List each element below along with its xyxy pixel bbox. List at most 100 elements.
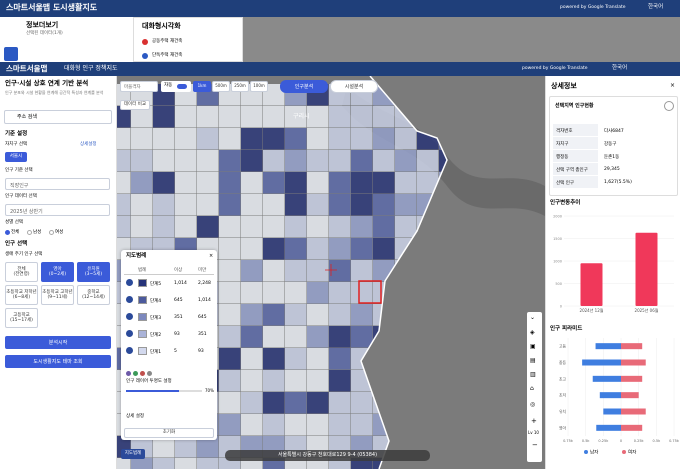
x-tick-label: 0.5k bbox=[582, 439, 591, 443]
slider-fill bbox=[126, 390, 180, 392]
y-tick-label: 1500 bbox=[553, 237, 562, 241]
size-button[interactable]: 250m bbox=[231, 81, 249, 92]
grid-cell bbox=[263, 238, 285, 260]
radio[interactable]: 전체 bbox=[5, 229, 19, 235]
size-button[interactable]: 500m bbox=[212, 81, 230, 92]
grid-cell bbox=[241, 194, 263, 216]
group-button[interactable]: 초등학교 고학년 (9~11세) bbox=[41, 285, 74, 305]
grid-cell bbox=[219, 172, 241, 194]
group-button[interactable]: 영아 (0~2세) bbox=[41, 262, 74, 282]
info-key: 격자번호 bbox=[553, 124, 598, 136]
eye-icon[interactable] bbox=[126, 330, 133, 337]
eye-icon[interactable] bbox=[126, 279, 133, 286]
bar bbox=[580, 263, 603, 306]
radio[interactable]: 남성 bbox=[27, 229, 41, 235]
legend-button[interactable]: 지도범례 bbox=[121, 449, 145, 459]
control[interactable]: ▣ bbox=[530, 343, 536, 350]
radio-dot bbox=[27, 229, 32, 235]
zoom-in[interactable]: + bbox=[531, 417, 537, 425]
control[interactable]: ◎ bbox=[530, 401, 536, 408]
group-button[interactable]: 고등학교 (15~17세) bbox=[5, 308, 38, 328]
language[interactable]: 한국어 bbox=[612, 65, 628, 71]
legend-panel: 지도범례 × 범례 이상 미만 단계5 1,014 2,248 단계4 645 1,014 단계3… bbox=[121, 250, 217, 440]
grid-cell bbox=[241, 150, 263, 172]
grid-cell bbox=[263, 106, 285, 128]
group-button[interactable]: 초등학교 저학년 (6~8세) bbox=[5, 285, 38, 305]
grid-cell bbox=[197, 172, 219, 194]
close[interactable]: × bbox=[209, 253, 214, 259]
grid-cell bbox=[285, 106, 307, 128]
grid-cell bbox=[329, 128, 351, 150]
eye-icon[interactable] bbox=[126, 347, 133, 354]
grid-cell bbox=[263, 172, 285, 194]
select[interactable]: 2025년 상반기 bbox=[5, 204, 110, 216]
group-name: 전체 bbox=[17, 266, 26, 272]
tab[interactable]: 시설분석 bbox=[330, 80, 378, 93]
grid-cell bbox=[307, 172, 329, 194]
detail-setting[interactable]: 상세 설정 bbox=[126, 414, 144, 419]
eye-icon[interactable] bbox=[126, 313, 133, 320]
sidebar-description: 인구 분포와 시설 현황을 연계해 공간적 특성과 연계를 분석 bbox=[5, 90, 104, 95]
grid-cell bbox=[395, 128, 417, 150]
radio-dot bbox=[49, 229, 54, 235]
bg-language[interactable]: 한국어 bbox=[648, 4, 664, 10]
legend-cell: 351 bbox=[198, 332, 207, 337]
home-icon[interactable] bbox=[4, 47, 18, 61]
grid-cell bbox=[307, 260, 329, 282]
close[interactable]: × bbox=[670, 82, 676, 89]
legend-swatch bbox=[584, 450, 588, 454]
legend-cell: 단계5 bbox=[150, 282, 162, 287]
control[interactable]: ⌂ bbox=[530, 385, 534, 392]
grid-select[interactable]: 마을격자 bbox=[120, 81, 158, 92]
compare-button[interactable]: 데이터 비교 bbox=[120, 100, 150, 110]
grid-cell bbox=[285, 194, 307, 216]
group-name: 초등학교 저학년 bbox=[6, 289, 37, 295]
select[interactable]: 직장인구 bbox=[5, 178, 110, 190]
auto-toggle[interactable]: 자동 bbox=[161, 81, 191, 92]
grid-cell bbox=[307, 348, 329, 370]
control[interactable]: ▥ bbox=[530, 371, 536, 378]
search-box[interactable]: 주소 검색 bbox=[4, 110, 112, 124]
legend-cell: 단계2 bbox=[150, 333, 162, 338]
eye-icon[interactable] bbox=[126, 296, 133, 303]
detail-panel: 상세정보 × 선택지역 인구현황 격자번호 다사6847 자치구 강동구 행정동 둔촌1동… bbox=[545, 76, 680, 469]
label: 인구 데이터 선택 bbox=[5, 194, 37, 199]
bar bbox=[592, 375, 621, 382]
grid-cell bbox=[241, 282, 263, 304]
group-button[interactable]: 전체 (전연령) bbox=[5, 262, 38, 282]
theme-button[interactable]: 도시생활지도 테마 조회 bbox=[5, 355, 111, 368]
grid-cell bbox=[219, 238, 241, 260]
control[interactable]: ◈ bbox=[530, 329, 535, 336]
start-button[interactable]: 분석시작 bbox=[5, 336, 111, 349]
group-button[interactable]: 중학교 (12~14세) bbox=[77, 285, 110, 305]
control[interactable]: ▤ bbox=[530, 357, 536, 364]
legend-header: 미만 bbox=[198, 268, 207, 273]
size-button[interactable]: 1km bbox=[193, 81, 211, 92]
detail-link[interactable]: 상세설정 bbox=[80, 142, 97, 147]
control[interactable]: ⌄ bbox=[530, 314, 536, 321]
grid-cell bbox=[175, 106, 197, 128]
grid-cell bbox=[175, 216, 197, 238]
swatch bbox=[138, 347, 147, 355]
grid-cell bbox=[285, 260, 307, 282]
grid-cell bbox=[285, 392, 307, 414]
grid-cell bbox=[197, 106, 219, 128]
radio[interactable]: 여성 bbox=[49, 229, 63, 235]
zoom-out[interactable]: − bbox=[532, 441, 538, 449]
tab[interactable]: 인구분석 bbox=[280, 80, 328, 93]
legend-table: 범례 이상 미만 단계5 1,014 2,248 단계4 645 1,014 단계3 351 645 단… bbox=[124, 264, 214, 364]
chart-title: 인구 피라미드 bbox=[550, 324, 582, 332]
grid-cell bbox=[285, 348, 307, 370]
group-button[interactable]: 유치원 (3~5세) bbox=[77, 262, 110, 282]
slider-track[interactable] bbox=[126, 390, 202, 392]
grid-cell bbox=[351, 172, 373, 194]
reset-button[interactable]: 초기화 bbox=[124, 428, 214, 438]
district-button[interactable]: 서울시 bbox=[5, 152, 27, 162]
x-tick-label: 0.75k bbox=[669, 439, 680, 443]
grid-cell bbox=[197, 194, 219, 216]
toggle-icon[interactable] bbox=[664, 101, 674, 111]
sidebar-title: 인구·시설 상호 연계 기반 분석 bbox=[5, 79, 89, 87]
card-title: 선택지역 인구현황 bbox=[555, 103, 594, 109]
grid-cell bbox=[219, 392, 241, 414]
size-button[interactable]: 100m bbox=[250, 81, 268, 92]
